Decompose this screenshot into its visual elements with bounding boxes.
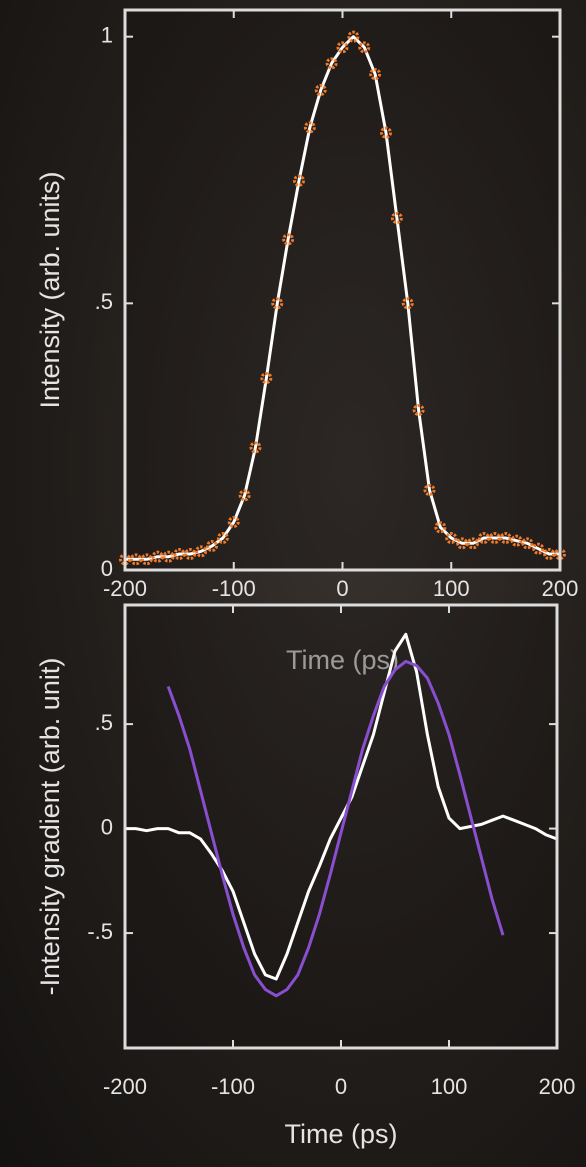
- data-point: [336, 41, 349, 54]
- x-tick-label: 0: [336, 576, 348, 601]
- x-tick-label: 0: [335, 1074, 347, 1099]
- data-point: [151, 550, 164, 563]
- data-line: [166, 659, 505, 998]
- data-point: [456, 537, 469, 550]
- data-point: [543, 548, 556, 560]
- data-point: [347, 30, 360, 43]
- y-axis-label: Intensity (arb. units): [35, 171, 65, 408]
- data-point: [216, 532, 229, 544]
- plot-area: [125, 605, 557, 1048]
- data-point: [510, 534, 523, 547]
- y-tick-label: 0: [101, 556, 113, 581]
- x-tick-label: -200: [103, 1074, 147, 1099]
- data-point: [488, 532, 501, 544]
- data-line: [125, 632, 558, 981]
- data-point: [249, 441, 262, 454]
- data-point: [184, 548, 197, 560]
- data-point: [380, 126, 392, 139]
- y-tick-label: 0: [101, 814, 113, 839]
- data-point: [162, 550, 175, 563]
- y-tick-label: .5: [95, 289, 113, 314]
- data-point: [477, 532, 490, 544]
- data-point: [358, 41, 371, 54]
- plot-frame: [123, 603, 559, 1050]
- data-point: [314, 84, 327, 96]
- data-point: [303, 121, 316, 134]
- data-point: [532, 542, 545, 555]
- y-axis-label: -Intensity gradient (arb. unit): [35, 658, 65, 996]
- plot-frame: [123, 8, 562, 572]
- x-tick-label: 200: [542, 576, 579, 601]
- data-point: [282, 233, 295, 246]
- data-point: [467, 537, 479, 550]
- data-point: [293, 174, 305, 187]
- data-point: [227, 516, 240, 528]
- data-point: [195, 545, 208, 558]
- y-tick-label: .5: [95, 710, 113, 735]
- data-point: [238, 489, 251, 502]
- data-point: [140, 553, 153, 566]
- x-tick-label: 200: [539, 1074, 576, 1099]
- data-point: [499, 532, 512, 544]
- data-point: [325, 57, 338, 70]
- data-point: [412, 404, 425, 416]
- data-point: [206, 540, 218, 552]
- x-axis-label: Time (ps): [285, 1119, 398, 1149]
- data-point: [445, 532, 458, 544]
- plot-area: [125, 10, 560, 570]
- data-point: [260, 372, 273, 384]
- x-tick-label: -100: [212, 576, 256, 601]
- data-point: [390, 212, 403, 224]
- data-point: [129, 553, 142, 566]
- data-point: [423, 484, 436, 496]
- x-tick-label: 100: [431, 1074, 468, 1099]
- y-tick-label: 1: [101, 22, 113, 47]
- data-point: [173, 548, 186, 560]
- x-tick-label: -200: [103, 576, 147, 601]
- x-axis-label: Time (ps): [286, 645, 399, 675]
- x-tick-label: 100: [433, 576, 470, 601]
- data-point: [521, 537, 534, 550]
- data-point: [434, 521, 447, 534]
- data-point: [271, 297, 284, 310]
- x-tick-label: -100: [211, 1074, 255, 1099]
- data-point: [369, 68, 382, 80]
- y-tick-label: -.5: [87, 919, 113, 944]
- data-point: [401, 297, 414, 310]
